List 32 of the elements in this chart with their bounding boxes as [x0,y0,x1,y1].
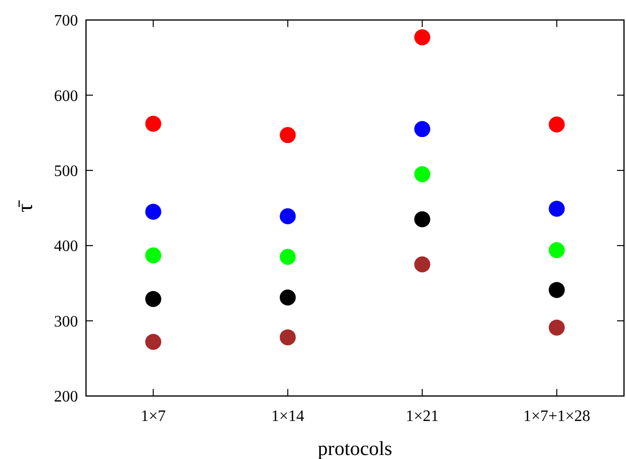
point [414,211,430,228]
point [548,116,565,133]
point [414,166,430,182]
point [280,329,296,346]
x-axis-title: protocols [318,438,392,459]
point [145,116,162,132]
y-tick-label: 500 [54,163,78,180]
y-tick-label: 600 [54,88,78,105]
point [280,248,296,265]
point [414,121,430,138]
x-tick-label: 1×14 [271,408,304,425]
point [280,289,296,306]
point [145,290,162,307]
point [548,320,565,336]
x-tick-label: 1×7+1×28 [523,408,590,425]
y-tick-label: 200 [54,388,78,406]
point [145,204,162,220]
point [145,334,162,350]
y-tick-label: 400 [54,238,78,256]
point [145,247,162,264]
point [414,256,430,272]
point [280,208,296,224]
y-tick-label: 700 [54,12,78,30]
point [280,127,296,144]
point [548,200,565,217]
point [548,242,565,258]
y-tick-label: 300 [54,313,78,330]
point [548,282,565,298]
x-tick-label: 1×21 [406,408,439,425]
point [414,29,430,46]
x-tick-label: 1×7 [140,408,166,425]
y-axis-title: τ̄ [12,200,37,212]
